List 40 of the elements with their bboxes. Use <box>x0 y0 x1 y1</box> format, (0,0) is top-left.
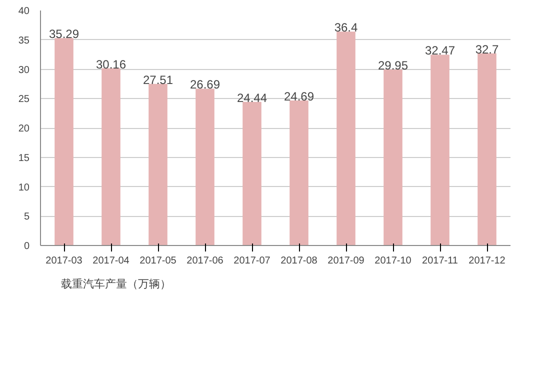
data-label: 26.69 <box>190 78 220 92</box>
y-tick-label: 25 <box>18 94 30 106</box>
bar <box>430 54 450 246</box>
y-tick-label: 35 <box>18 35 30 46</box>
data-label: 32.7 <box>475 42 500 56</box>
y-tick-label: 20 <box>18 124 30 134</box>
data-label: 24.44 <box>236 90 268 105</box>
x-tick-label: 2017-04 <box>92 256 130 266</box>
data-label: 27.51 <box>142 72 174 87</box>
bar <box>196 88 214 246</box>
bar <box>384 70 402 246</box>
data-label: 35.29 <box>48 27 80 42</box>
y-tick-label: 30 <box>18 64 30 76</box>
x-tick-label: 2017-06 <box>186 256 224 266</box>
bar <box>290 100 308 246</box>
x-tick-label: 2017-08 <box>280 256 318 266</box>
bar <box>54 38 74 246</box>
data-label: 30.16 <box>96 57 126 72</box>
x-tick-label: 2017-07 <box>234 256 271 266</box>
y-tick-label: 40 <box>18 6 30 17</box>
x-tick-label: 2017-09 <box>328 256 365 266</box>
bar <box>478 53 496 246</box>
data-label: 32.47 <box>424 44 456 58</box>
text: 载重汽车产量（万辆） <box>61 277 171 292</box>
data-label: 36.4 <box>334 20 358 35</box>
bar <box>336 32 356 246</box>
data-label: 24.69 <box>284 89 314 104</box>
bar <box>148 84 168 246</box>
x-tick-label: 2017-12 <box>468 256 506 266</box>
x-tick-label: 2017-10 <box>374 256 412 266</box>
data-label: 29.95 <box>378 58 408 73</box>
y-tick-label: 5 <box>24 212 30 223</box>
y-tick-label: 15 <box>18 152 30 164</box>
bar <box>242 102 262 246</box>
x-tick-label: 2017-03 <box>46 256 83 266</box>
y-tick-label: 10 <box>18 182 30 194</box>
bar <box>102 68 120 246</box>
x-tick-label: 2017-11 <box>422 256 458 266</box>
x-tick-label: 2017-05 <box>140 256 177 266</box>
y-tick-label: 0 <box>24 241 30 252</box>
